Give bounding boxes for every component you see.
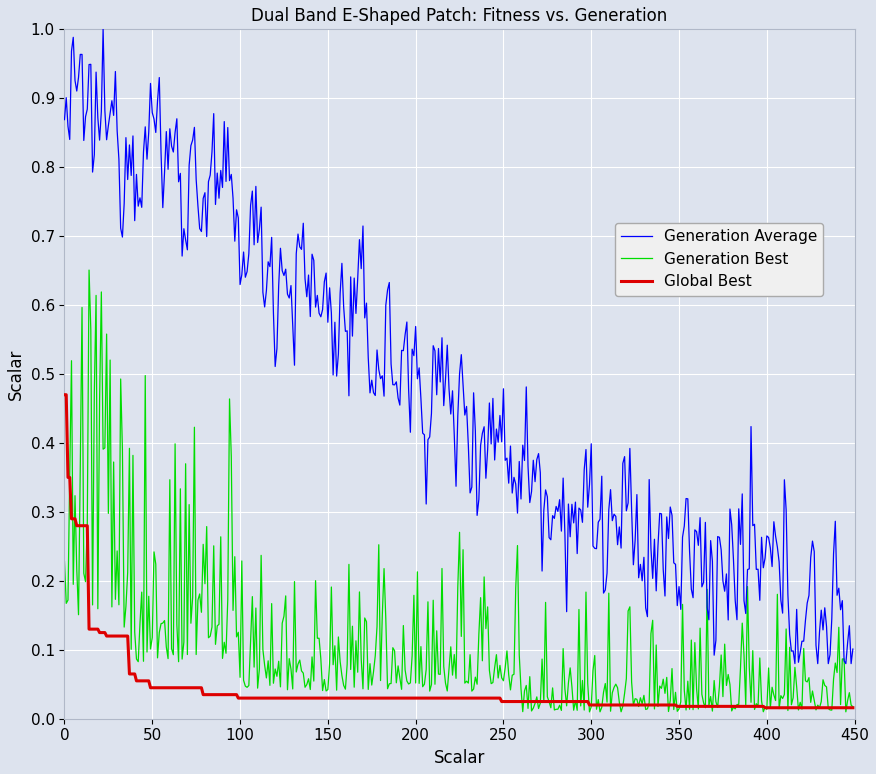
- Generation Best: [60, 557, 70, 566]
- Generation Best: [848, 702, 858, 711]
- Generation Average: [818, 625, 829, 635]
- Global Best: [630, 700, 640, 710]
- Generation Average: [98, 25, 109, 34]
- Generation Best: [839, 654, 850, 663]
- Global Best: [816, 703, 827, 712]
- Global Best: [837, 703, 848, 712]
- Generation Average: [193, 201, 203, 211]
- Generation Best: [818, 675, 829, 684]
- X-axis label: Scalar: Scalar: [434, 749, 485, 767]
- Line: Generation Average: Generation Average: [65, 29, 853, 663]
- Generation Best: [505, 685, 516, 694]
- Title: Dual Band E-Shaped Patch: Fitness vs. Generation: Dual Band E-Shaped Patch: Fitness vs. Ge…: [251, 7, 668, 25]
- Global Best: [60, 390, 70, 399]
- Global Best: [759, 703, 770, 712]
- Generation Average: [789, 659, 800, 668]
- Legend: Generation Average, Generation Best, Global Best: Generation Average, Generation Best, Glo…: [615, 223, 823, 296]
- Generation Average: [505, 441, 516, 450]
- Generation Best: [584, 707, 595, 717]
- Generation Best: [193, 595, 203, 604]
- Generation Average: [60, 115, 70, 125]
- Line: Global Best: Global Best: [65, 395, 853, 707]
- Line: Generation Best: Generation Best: [65, 270, 853, 712]
- Global Best: [147, 683, 158, 693]
- Generation Average: [149, 115, 159, 124]
- Generation Average: [848, 645, 858, 654]
- Generation Average: [632, 490, 642, 499]
- Generation Best: [149, 547, 159, 557]
- Generation Best: [633, 702, 644, 711]
- Generation Average: [839, 656, 850, 666]
- Y-axis label: Scalar: Scalar: [7, 348, 25, 399]
- Global Best: [191, 683, 201, 693]
- Global Best: [504, 697, 514, 706]
- Generation Best: [84, 265, 95, 275]
- Global Best: [848, 703, 858, 712]
